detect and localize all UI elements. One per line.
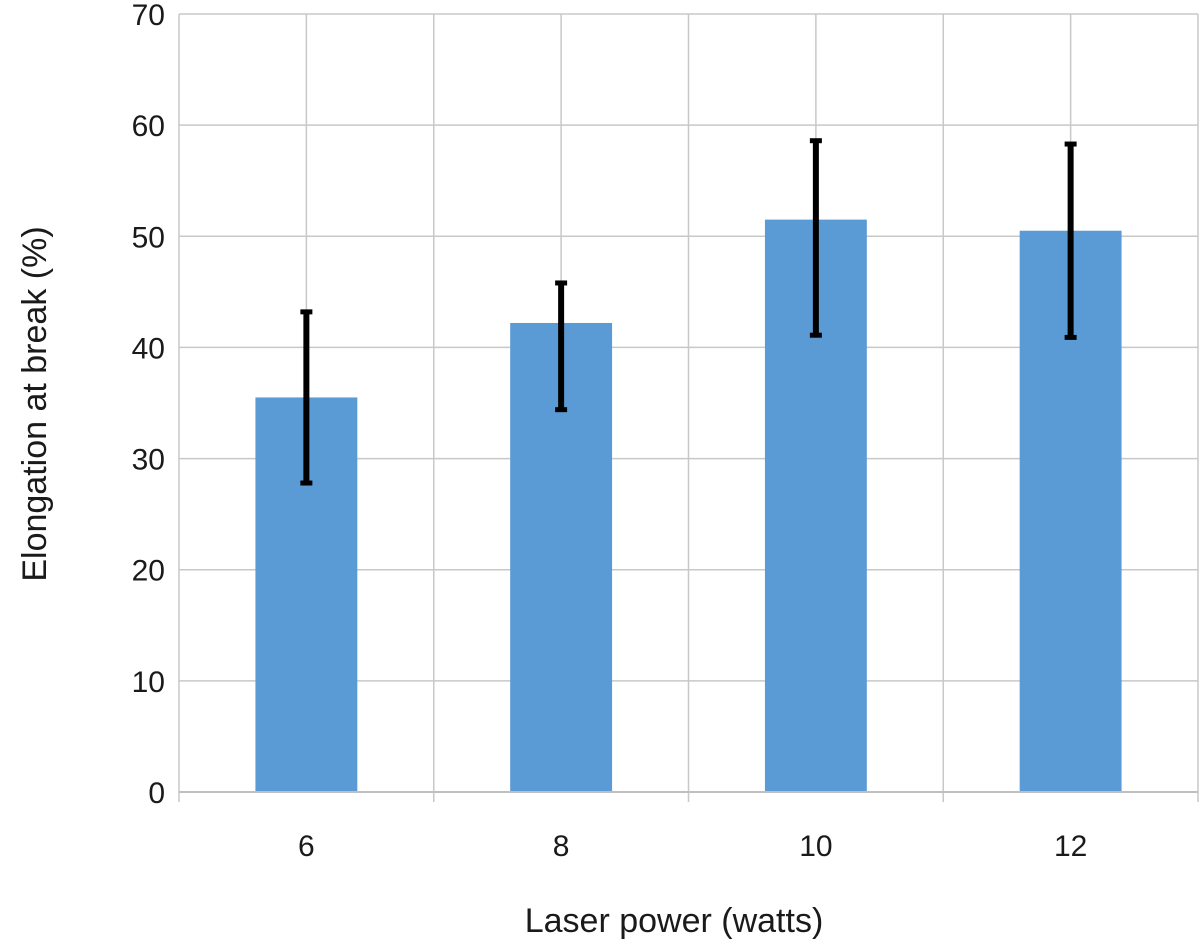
tick-labels: 0 10 20 30 40 50 60 70 6 8 10 12 [132, 0, 1088, 863]
y-axis-title: Elongation at break (%) [16, 226, 54, 581]
x-axis-title: Laser power (watts) [525, 902, 824, 940]
error-bars [300, 138, 1077, 486]
y-tick-label: 50 [132, 221, 165, 254]
y-tick-label: 70 [132, 0, 165, 32]
x-tick-label: 6 [298, 830, 315, 863]
x-tick-label: 8 [553, 830, 570, 863]
y-tick-label: 20 [132, 555, 165, 588]
x-tick-label: 12 [1054, 830, 1087, 863]
y-tick-label: 40 [132, 332, 165, 365]
y-tick-label: 60 [132, 110, 165, 143]
y-tick-label: 10 [132, 666, 165, 699]
y-tick-label: 30 [132, 444, 165, 477]
x-tick-label: 10 [799, 830, 832, 863]
y-tick-label: 0 [148, 777, 165, 810]
